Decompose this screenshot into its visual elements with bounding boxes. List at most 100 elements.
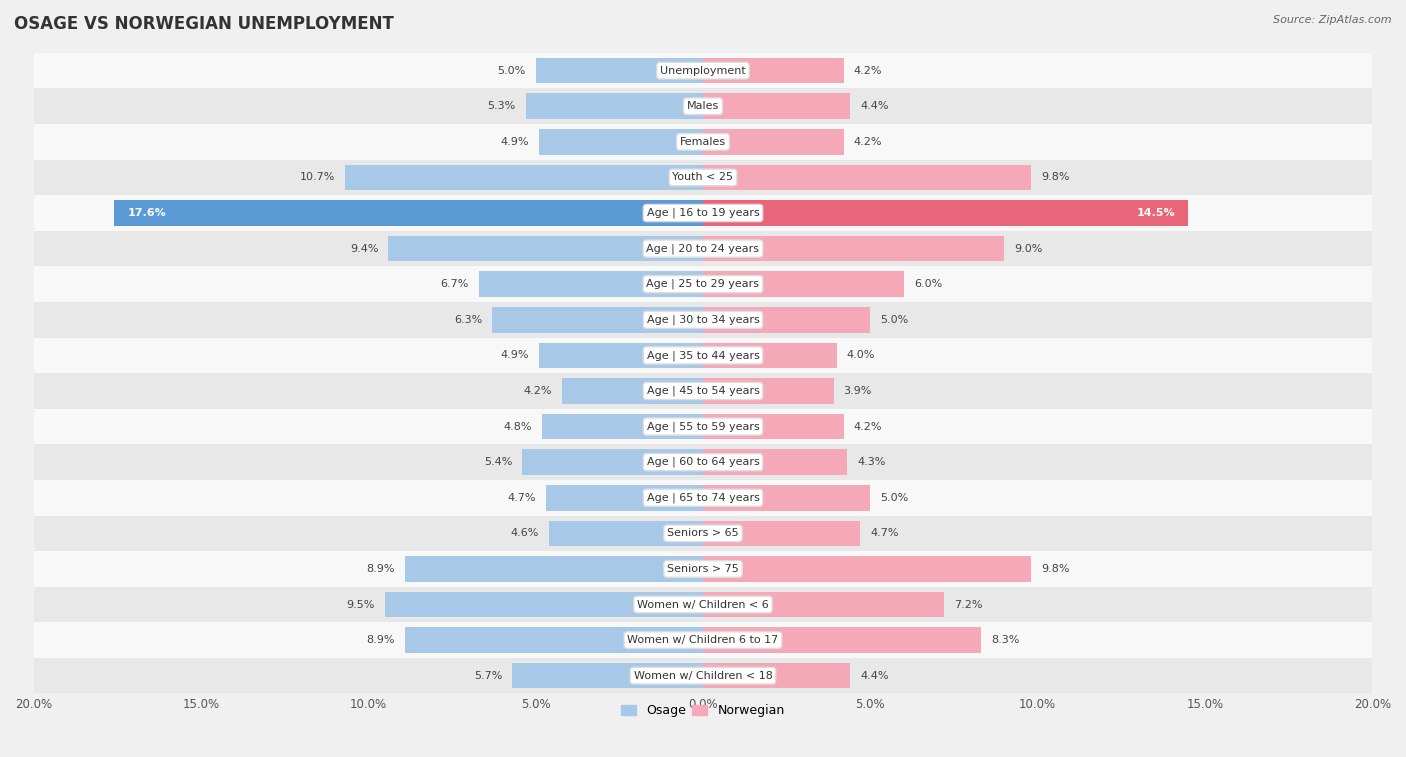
- Text: 4.9%: 4.9%: [501, 137, 529, 147]
- Bar: [34, 338, 1372, 373]
- Bar: [703, 450, 846, 475]
- Text: 9.0%: 9.0%: [1014, 244, 1043, 254]
- Text: Age | 25 to 29 years: Age | 25 to 29 years: [647, 279, 759, 289]
- Bar: [703, 307, 870, 332]
- Bar: [703, 556, 1031, 581]
- Text: Seniors > 75: Seniors > 75: [666, 564, 740, 574]
- Text: 14.5%: 14.5%: [1136, 208, 1175, 218]
- Bar: [344, 164, 703, 190]
- Bar: [34, 409, 1372, 444]
- Text: 4.7%: 4.7%: [508, 493, 536, 503]
- Bar: [703, 58, 844, 83]
- Bar: [703, 164, 1031, 190]
- Text: 8.9%: 8.9%: [367, 635, 395, 645]
- Text: 5.3%: 5.3%: [488, 101, 516, 111]
- Text: 5.0%: 5.0%: [498, 66, 526, 76]
- Bar: [538, 343, 703, 368]
- Bar: [34, 266, 1372, 302]
- Bar: [522, 450, 703, 475]
- Text: 3.9%: 3.9%: [844, 386, 872, 396]
- Text: 4.4%: 4.4%: [860, 101, 889, 111]
- Text: Age | 45 to 54 years: Age | 45 to 54 years: [647, 386, 759, 396]
- Text: 8.9%: 8.9%: [367, 564, 395, 574]
- Text: 9.5%: 9.5%: [347, 600, 375, 609]
- Text: 4.3%: 4.3%: [858, 457, 886, 467]
- Bar: [34, 89, 1372, 124]
- Bar: [34, 231, 1372, 266]
- Text: 4.9%: 4.9%: [501, 350, 529, 360]
- Text: Males: Males: [688, 101, 718, 111]
- Text: 10.7%: 10.7%: [299, 173, 335, 182]
- Text: 4.2%: 4.2%: [853, 66, 882, 76]
- Legend: Osage, Norwegian: Osage, Norwegian: [616, 699, 790, 722]
- Bar: [703, 235, 1004, 261]
- Bar: [34, 124, 1372, 160]
- Bar: [34, 444, 1372, 480]
- Bar: [34, 480, 1372, 516]
- Text: 17.6%: 17.6%: [128, 208, 166, 218]
- Text: 4.6%: 4.6%: [510, 528, 538, 538]
- Text: 4.2%: 4.2%: [853, 422, 882, 431]
- Text: Age | 65 to 74 years: Age | 65 to 74 years: [647, 493, 759, 503]
- Bar: [114, 200, 703, 226]
- Text: 9.8%: 9.8%: [1040, 564, 1070, 574]
- Bar: [703, 485, 870, 510]
- Text: Women w/ Children 6 to 17: Women w/ Children 6 to 17: [627, 635, 779, 645]
- Text: 4.2%: 4.2%: [524, 386, 553, 396]
- Bar: [388, 235, 703, 261]
- Text: Unemployment: Unemployment: [661, 66, 745, 76]
- Bar: [543, 414, 703, 439]
- Text: Age | 35 to 44 years: Age | 35 to 44 years: [647, 350, 759, 360]
- Bar: [34, 160, 1372, 195]
- Text: 4.0%: 4.0%: [846, 350, 876, 360]
- Bar: [703, 414, 844, 439]
- Text: 7.2%: 7.2%: [955, 600, 983, 609]
- Text: Females: Females: [681, 137, 725, 147]
- Text: Youth < 25: Youth < 25: [672, 173, 734, 182]
- Bar: [34, 516, 1372, 551]
- Text: 5.4%: 5.4%: [484, 457, 512, 467]
- Bar: [405, 628, 703, 653]
- Bar: [703, 271, 904, 297]
- Bar: [34, 658, 1372, 693]
- Bar: [546, 485, 703, 510]
- Text: 4.4%: 4.4%: [860, 671, 889, 681]
- Bar: [703, 93, 851, 119]
- Bar: [703, 628, 981, 653]
- Bar: [538, 129, 703, 154]
- Bar: [492, 307, 703, 332]
- Text: 6.3%: 6.3%: [454, 315, 482, 325]
- Bar: [703, 343, 837, 368]
- Text: Age | 60 to 64 years: Age | 60 to 64 years: [647, 457, 759, 467]
- Bar: [512, 663, 703, 689]
- Text: 4.8%: 4.8%: [503, 422, 533, 431]
- Bar: [385, 592, 703, 617]
- Bar: [34, 551, 1372, 587]
- Text: OSAGE VS NORWEGIAN UNEMPLOYMENT: OSAGE VS NORWEGIAN UNEMPLOYMENT: [14, 15, 394, 33]
- Text: 5.0%: 5.0%: [880, 493, 908, 503]
- Bar: [478, 271, 703, 297]
- Bar: [34, 53, 1372, 89]
- Bar: [34, 373, 1372, 409]
- Bar: [703, 378, 834, 403]
- Text: 6.7%: 6.7%: [440, 279, 468, 289]
- Text: Age | 20 to 24 years: Age | 20 to 24 years: [647, 243, 759, 254]
- Bar: [703, 663, 851, 689]
- Text: 4.7%: 4.7%: [870, 528, 898, 538]
- Bar: [703, 521, 860, 546]
- Bar: [548, 521, 703, 546]
- Bar: [405, 556, 703, 581]
- Bar: [34, 622, 1372, 658]
- Bar: [34, 587, 1372, 622]
- Text: 6.0%: 6.0%: [914, 279, 942, 289]
- Bar: [703, 592, 943, 617]
- Bar: [703, 200, 1188, 226]
- Bar: [526, 93, 703, 119]
- Text: Age | 55 to 59 years: Age | 55 to 59 years: [647, 422, 759, 431]
- Bar: [34, 195, 1372, 231]
- Text: Source: ZipAtlas.com: Source: ZipAtlas.com: [1274, 15, 1392, 25]
- Text: Women w/ Children < 6: Women w/ Children < 6: [637, 600, 769, 609]
- Text: Women w/ Children < 18: Women w/ Children < 18: [634, 671, 772, 681]
- Text: Age | 30 to 34 years: Age | 30 to 34 years: [647, 314, 759, 325]
- Bar: [536, 58, 703, 83]
